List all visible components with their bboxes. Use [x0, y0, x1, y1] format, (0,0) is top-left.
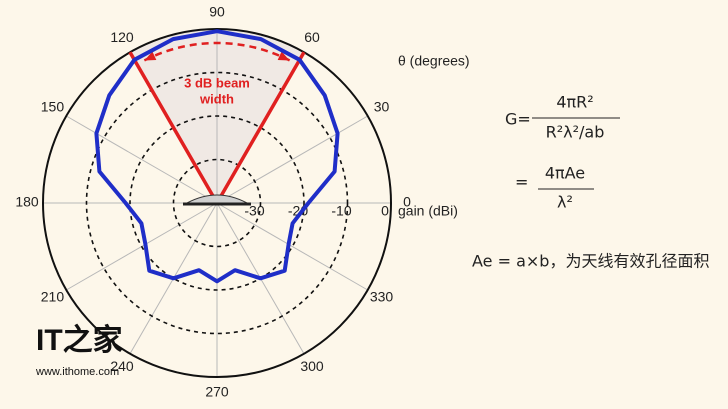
- r-ring: [129, 115, 305, 291]
- theta-tick-label: 60: [304, 29, 320, 45]
- r-tick-label: -30: [244, 203, 264, 219]
- theta-tick-label: 120: [110, 29, 134, 45]
- annotation: width: [199, 91, 234, 106]
- spoke: [216, 202, 368, 291]
- theta-tick-label: 300: [300, 358, 324, 374]
- theta-label: θ (degrees): [398, 53, 470, 69]
- theta-tick-label: 330: [370, 289, 394, 305]
- formula-text: R²λ²/ab: [546, 123, 605, 142]
- theta-tick-label: 270: [205, 384, 229, 400]
- r-tick-label: -10: [331, 203, 351, 219]
- beam-line: [128, 51, 219, 204]
- watermark-url: www.ithome.com: [35, 366, 119, 378]
- arrow-head: [277, 51, 290, 61]
- theta-tick-label: 0: [403, 194, 411, 210]
- formula-text: 4πR²: [556, 93, 593, 112]
- beam-arrow: [143, 41, 291, 62]
- theta-tick-label: 30: [374, 99, 390, 115]
- formula-text: Ae = a×b，为天线有效孔径面积: [472, 252, 709, 271]
- r-ring: [42, 28, 392, 378]
- r-label: gain (dBi): [398, 203, 458, 219]
- theta-tick-label: 210: [41, 289, 65, 305]
- theta-tick-label: 180: [15, 194, 39, 210]
- spoke: [66, 115, 218, 204]
- formula-text: G=: [505, 110, 531, 129]
- theta-tick-label: 150: [41, 99, 65, 115]
- spoke: [216, 115, 368, 204]
- formula-text: =: [515, 173, 528, 192]
- formula-text: λ²: [557, 193, 573, 212]
- theta-tick-label: 90: [209, 4, 225, 20]
- formula-text: 4πAe: [545, 164, 585, 183]
- pattern-line: [94, 29, 340, 284]
- formulas: G= 4πR² R²λ²/ab = 4πAe λ² Ae = a×b，为天线有效…: [472, 93, 709, 271]
- r-tick-label: 0: [381, 203, 389, 219]
- annotation: 3 dB beam: [184, 75, 250, 90]
- beam-line: [215, 51, 306, 204]
- r-ring: [172, 158, 262, 248]
- arrow-head: [144, 51, 157, 61]
- r-ring: [85, 71, 349, 335]
- watermark-logo: IT之家: [36, 323, 123, 357]
- theta-tick-label: 240: [110, 358, 134, 374]
